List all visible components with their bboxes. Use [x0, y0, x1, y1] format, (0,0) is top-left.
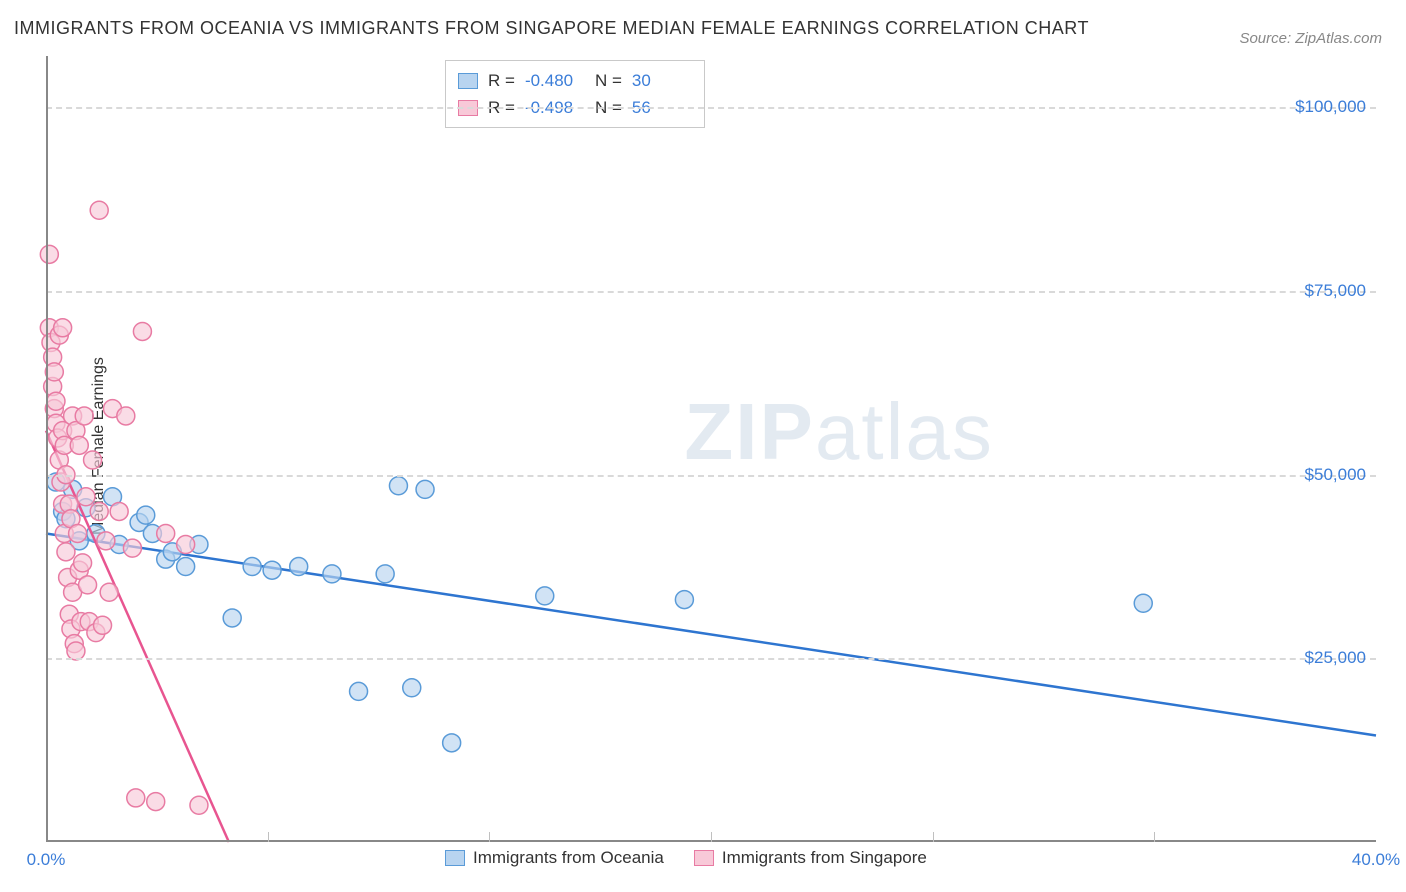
- data-point: [127, 789, 145, 807]
- y-tick-label: $100,000: [1295, 97, 1366, 117]
- gridline: [46, 107, 1376, 109]
- source-label: Source: ZipAtlas.com: [1239, 30, 1382, 47]
- x-minor-tick: [933, 832, 934, 842]
- data-point: [223, 609, 241, 627]
- data-point: [350, 682, 368, 700]
- data-point: [100, 583, 118, 601]
- stat-n-value: 30: [632, 67, 692, 94]
- data-point: [403, 679, 421, 697]
- plot-area: ZIPatlas R =-0.480N =30R =-0.498N =56 $2…: [46, 56, 1376, 842]
- stat-r-value: -0.480: [525, 67, 585, 94]
- legend-item: Immigrants from Singapore: [694, 848, 927, 868]
- legend-swatch: [694, 850, 714, 866]
- data-point: [133, 322, 151, 340]
- data-point: [290, 558, 308, 576]
- data-point: [57, 543, 75, 561]
- data-point: [45, 363, 63, 381]
- data-point: [69, 524, 87, 542]
- legend-label: Immigrants from Oceania: [473, 848, 664, 868]
- data-point: [190, 796, 208, 814]
- data-point: [54, 319, 72, 337]
- data-point: [75, 407, 93, 425]
- chart-container: IMMIGRANTS FROM OCEANIA VS IMMIGRANTS FR…: [0, 0, 1406, 892]
- chart-title: IMMIGRANTS FROM OCEANIA VS IMMIGRANTS FR…: [14, 18, 1089, 39]
- data-point: [389, 477, 407, 495]
- data-point: [243, 558, 261, 576]
- data-point: [70, 436, 88, 454]
- data-point: [74, 554, 92, 572]
- data-point: [177, 535, 195, 553]
- data-point: [77, 488, 95, 506]
- data-point: [177, 558, 195, 576]
- stats-row: R = -0.480 N = 30: [458, 67, 692, 94]
- data-point: [97, 532, 115, 550]
- x-tick-label: 0.0%: [27, 850, 66, 870]
- y-tick-label: $75,000: [1305, 281, 1366, 301]
- legend-swatch: [458, 73, 478, 89]
- data-point: [110, 502, 128, 520]
- data-point: [443, 734, 461, 752]
- legend-label: Immigrants from Singapore: [722, 848, 927, 868]
- data-point: [323, 565, 341, 583]
- data-point: [416, 480, 434, 498]
- data-point: [94, 616, 112, 634]
- gridline: [46, 658, 1376, 660]
- stats-legend-box: R =-0.480N =30R =-0.498N =56: [445, 60, 705, 128]
- data-point: [84, 451, 102, 469]
- data-point: [376, 565, 394, 583]
- data-point: [90, 201, 108, 219]
- y-tick-label: $50,000: [1305, 465, 1366, 485]
- x-minor-tick: [268, 832, 269, 842]
- data-point: [147, 793, 165, 811]
- chart-svg: [46, 56, 1376, 842]
- legend-swatch: [445, 850, 465, 866]
- x-minor-tick: [489, 832, 490, 842]
- data-point: [263, 561, 281, 579]
- x-minor-tick: [711, 832, 712, 842]
- data-point: [79, 576, 97, 594]
- y-tick-label: $25,000: [1305, 648, 1366, 668]
- x-minor-tick: [1154, 832, 1155, 842]
- bottom-legend: Immigrants from Oceania Immigrants from S…: [445, 848, 927, 868]
- data-point: [675, 591, 693, 609]
- data-point: [123, 539, 141, 557]
- data-point: [137, 506, 155, 524]
- data-point: [1134, 594, 1152, 612]
- stat-n-label: N =: [595, 67, 622, 94]
- y-axis-line: [46, 56, 48, 842]
- data-point: [40, 245, 58, 263]
- data-point: [67, 642, 85, 660]
- stat-r-label: R =: [488, 67, 515, 94]
- gridline: [46, 291, 1376, 293]
- legend-item: Immigrants from Oceania: [445, 848, 664, 868]
- data-point: [117, 407, 135, 425]
- data-point: [157, 524, 175, 542]
- data-point: [90, 502, 108, 520]
- data-point: [47, 392, 65, 410]
- x-tick-label: 40.0%: [1352, 850, 1400, 870]
- data-point: [536, 587, 554, 605]
- gridline: [46, 475, 1376, 477]
